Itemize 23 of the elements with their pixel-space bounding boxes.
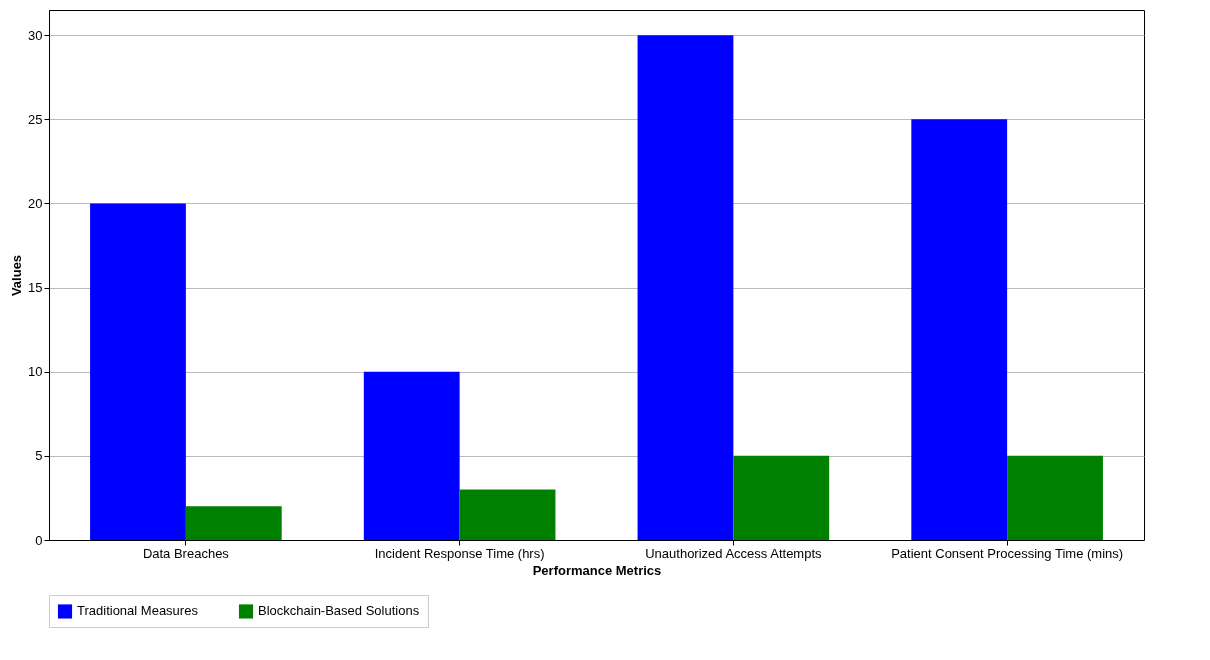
legend-label: Blockchain-Based Solutions	[258, 603, 420, 619]
y-axis-title: Values	[9, 254, 25, 297]
x-tick-label: Incident Response Time (hrs)	[374, 545, 545, 561]
bar	[363, 371, 460, 540]
bar	[1007, 455, 1103, 540]
y-tick-label: 20	[28, 195, 43, 211]
y-tick-label: 0	[35, 532, 43, 548]
bar	[733, 455, 830, 540]
bar	[637, 35, 734, 540]
bar	[459, 489, 556, 540]
y-tick-label: 5	[35, 448, 43, 464]
x-tick-label: Unauthorized Access Attempts	[645, 545, 823, 561]
x-tick-label: Patient Consent Processing Time (mins)	[891, 545, 1124, 561]
y-tick-label: 15	[28, 280, 43, 296]
y-tick-label: 25	[28, 111, 43, 127]
bar	[185, 506, 282, 540]
bar	[90, 203, 186, 540]
legend-label: Traditional Measures	[77, 603, 199, 619]
x-tick-label: Data Breaches	[142, 545, 230, 561]
bar	[911, 119, 1008, 540]
x-axis-title: Performance Metrics	[532, 562, 662, 578]
y-tick-label: 30	[28, 27, 43, 43]
y-tick-label: 10	[28, 364, 43, 380]
